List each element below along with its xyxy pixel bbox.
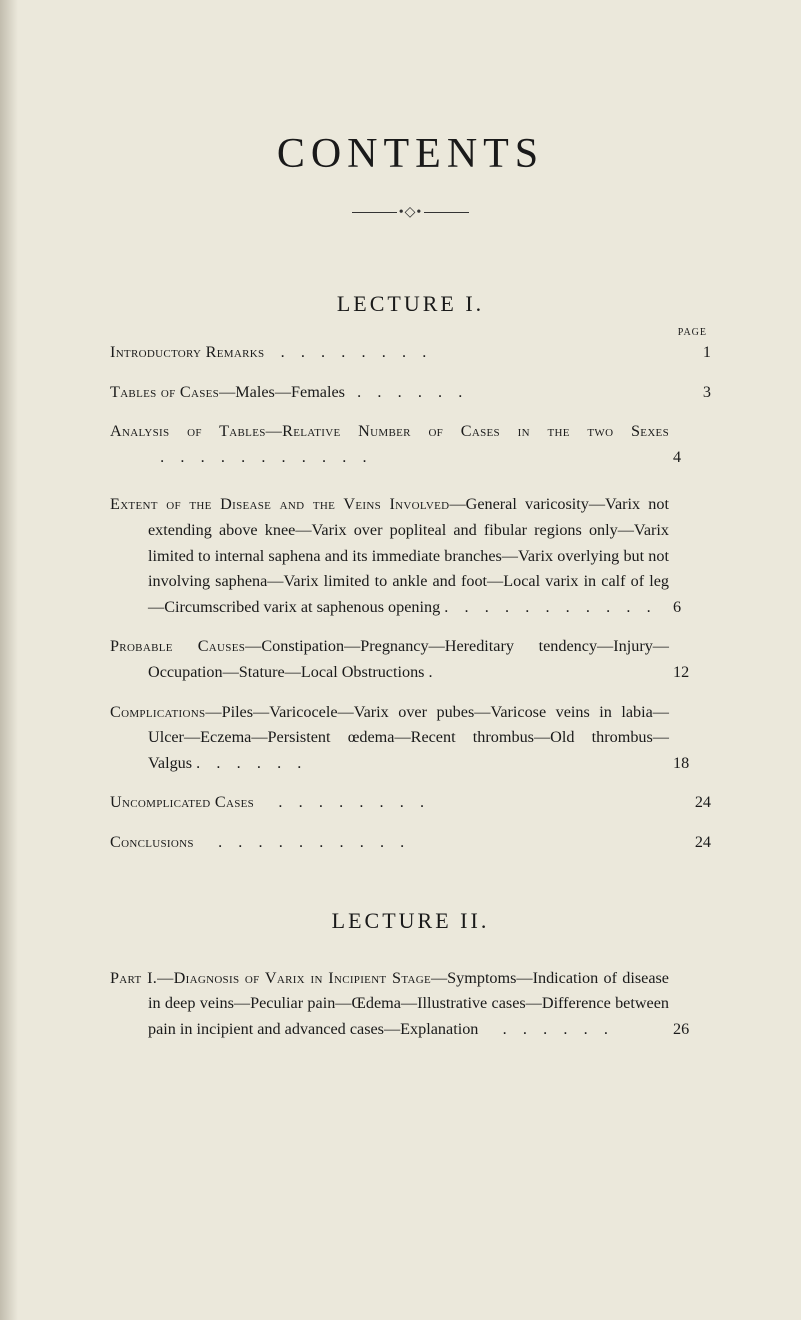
toc-lead: Conclusions bbox=[110, 833, 194, 851]
toc-entry: Tables of Cases—Males—Females . . . . . … bbox=[110, 380, 711, 406]
toc-entry: Introductory Remarks . . . . . . . . 1 bbox=[110, 340, 711, 366]
toc-lead: Introductory Remarks bbox=[110, 343, 264, 361]
toc-lead: Uncomplicated Cases bbox=[110, 793, 254, 811]
toc-entry: Part I.—Diagnosis of Varix in Incipient … bbox=[110, 966, 711, 1043]
toc-lead: Part I.—Diagnosis of Varix in Incipient … bbox=[110, 969, 431, 987]
page: CONTENTS •◇• LECTURE I. PAGE Introductor… bbox=[0, 0, 801, 1320]
toc-page-number: 24 bbox=[695, 790, 711, 816]
toc-lead: Extent of the Disease and the Veins Invo… bbox=[110, 495, 449, 513]
toc-dots: . . . . . . . . . . . bbox=[440, 598, 650, 616]
toc-dots: . . . . . . bbox=[192, 754, 301, 772]
ornament-glyph: •◇• bbox=[399, 205, 423, 220]
toc-page-number: 3 bbox=[703, 380, 711, 406]
scan-gutter-shadow bbox=[0, 0, 18, 1320]
contents-title: CONTENTS bbox=[110, 130, 711, 178]
toc-entry: Conclusions . . . . . . . . . . 24 bbox=[110, 830, 711, 856]
toc-entry: Analysis of Tables—Relative Number of Ca… bbox=[110, 419, 711, 470]
toc-body: —Males—Females bbox=[219, 383, 345, 401]
toc-dots: . . . . . . bbox=[345, 383, 462, 401]
toc-entry: Probable Causes—Constipation—Pregnancy—H… bbox=[110, 634, 711, 685]
toc-entry: Extent of the Disease and the Veins Invo… bbox=[110, 492, 711, 620]
toc-dots: . . . . . . . . bbox=[254, 793, 424, 811]
toc-lead: Tables of Cases bbox=[110, 383, 219, 401]
lecture-2-heading: LECTURE II. bbox=[110, 908, 711, 934]
toc-entry: Uncomplicated Cases . . . . . . . . 24 bbox=[110, 790, 711, 816]
toc-dots: . . . . . . . . . . . bbox=[148, 448, 367, 466]
toc-dots: . . . . . . bbox=[478, 1020, 608, 1038]
ornament-line-right bbox=[424, 212, 469, 213]
toc-page-number: 24 bbox=[695, 830, 711, 856]
toc-dots: . . . . . . . . . . bbox=[194, 833, 404, 851]
toc-lead: Complications bbox=[110, 703, 205, 721]
toc-lead: Probable Causes bbox=[110, 637, 245, 655]
toc-dots: . bbox=[424, 663, 432, 681]
toc-lead: Analysis of Tables—Relative Number of Ca… bbox=[110, 422, 669, 440]
ornament-line-left bbox=[352, 212, 397, 213]
toc-dots: . . . . . . . . bbox=[264, 343, 426, 361]
toc-entry: Complications—Piles—Varicocele—Varix ove… bbox=[110, 700, 711, 777]
ornament-divider: •◇• bbox=[110, 204, 711, 221]
lecture-1-heading: LECTURE I. bbox=[110, 291, 711, 317]
toc-page-number: 1 bbox=[703, 340, 711, 366]
page-column-label: PAGE bbox=[110, 327, 711, 338]
